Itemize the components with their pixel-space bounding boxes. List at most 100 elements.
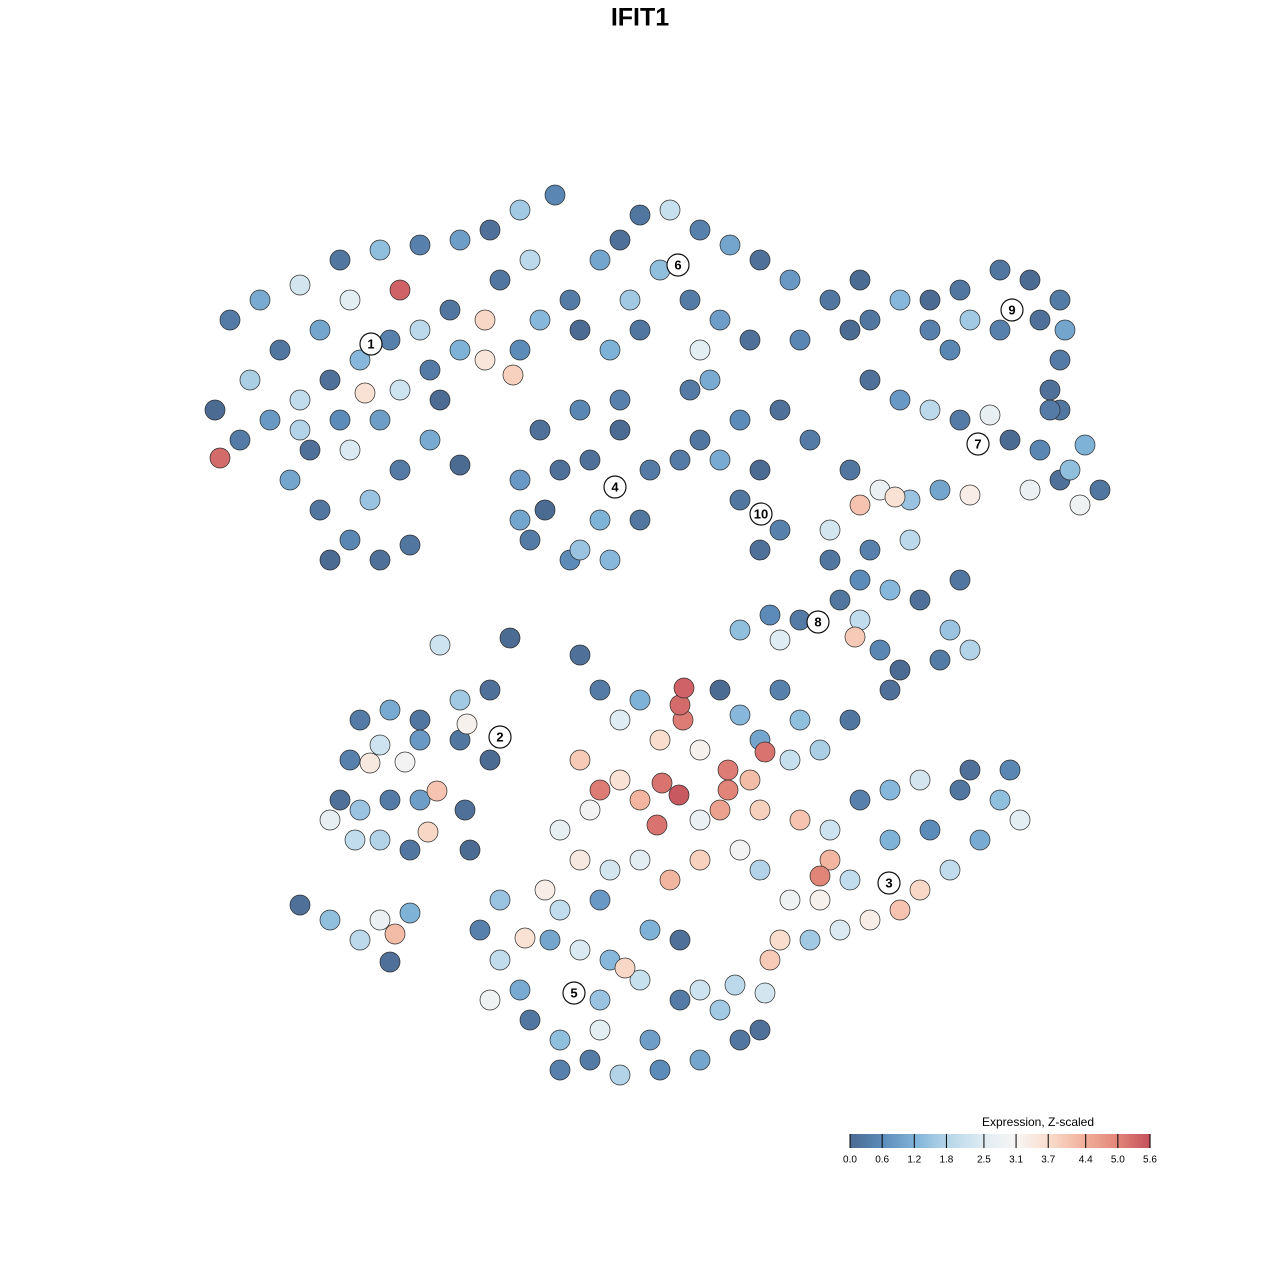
point xyxy=(439,299,461,321)
point xyxy=(689,339,711,361)
cluster-label: 2 xyxy=(496,729,503,744)
cluster-label: 8 xyxy=(814,614,821,629)
point xyxy=(399,534,421,556)
point xyxy=(769,399,791,421)
point xyxy=(719,234,741,256)
point xyxy=(1029,439,1051,461)
colorbar-segment xyxy=(1045,1134,1049,1148)
point xyxy=(889,289,911,311)
point xyxy=(509,339,531,361)
point xyxy=(529,419,551,441)
point xyxy=(769,679,791,701)
point xyxy=(502,364,524,386)
point xyxy=(749,859,771,881)
point xyxy=(579,1049,601,1071)
point xyxy=(529,309,551,331)
point xyxy=(579,799,601,821)
point xyxy=(629,204,651,226)
point xyxy=(629,849,651,871)
colorbar-segment xyxy=(925,1134,929,1148)
point xyxy=(419,359,441,381)
colorbar-segment xyxy=(1135,1134,1139,1148)
point xyxy=(499,627,521,649)
point xyxy=(519,1009,541,1031)
point xyxy=(646,814,668,836)
point xyxy=(569,539,591,561)
point xyxy=(569,319,591,341)
colorbar-segment xyxy=(930,1134,934,1148)
point xyxy=(426,780,448,802)
point xyxy=(449,454,471,476)
point xyxy=(754,741,776,763)
point xyxy=(779,889,801,911)
point xyxy=(939,619,961,641)
point xyxy=(729,1029,751,1051)
point xyxy=(589,1019,611,1041)
point xyxy=(1089,479,1111,501)
point xyxy=(739,329,761,351)
colorbar-segment xyxy=(927,1134,931,1148)
colorbar-segment xyxy=(870,1134,874,1148)
point xyxy=(668,784,690,806)
point xyxy=(479,749,501,771)
point xyxy=(669,989,691,1011)
colorbar-tick-label: 1.2 xyxy=(907,1155,921,1166)
point xyxy=(329,409,351,431)
point xyxy=(369,829,391,851)
point xyxy=(709,309,731,331)
point xyxy=(969,829,991,851)
colorbar-segment xyxy=(1055,1134,1059,1148)
point xyxy=(919,319,941,341)
colorbar-segment xyxy=(1100,1134,1104,1148)
colorbar-segment xyxy=(1020,1134,1024,1148)
point xyxy=(884,486,906,508)
point xyxy=(349,709,371,731)
point xyxy=(909,879,931,901)
point xyxy=(479,989,501,1011)
point xyxy=(879,829,901,851)
colorbar-segment xyxy=(872,1134,876,1148)
colorbar-segment xyxy=(1130,1134,1134,1148)
point xyxy=(869,639,891,661)
point xyxy=(249,289,271,311)
point xyxy=(769,629,791,651)
point xyxy=(754,982,776,1004)
point xyxy=(679,289,701,311)
point xyxy=(354,382,376,404)
point xyxy=(589,679,611,701)
point xyxy=(849,789,871,811)
cluster-badge xyxy=(488,725,512,749)
point xyxy=(689,739,711,761)
colorbar-segment xyxy=(1080,1134,1084,1148)
point xyxy=(651,772,673,794)
point xyxy=(379,699,401,721)
point xyxy=(669,929,691,951)
point xyxy=(534,499,556,521)
colorbar-tick-label: 5.6 xyxy=(1143,1155,1157,1166)
colorbar-segment xyxy=(1025,1134,1029,1148)
cluster-label: 4 xyxy=(611,479,619,494)
colorbar-segment xyxy=(995,1134,999,1148)
colorbar-segment xyxy=(1132,1134,1136,1148)
colorbar-segment xyxy=(1072,1134,1076,1148)
point xyxy=(609,389,631,411)
colorbar-segment xyxy=(1095,1134,1099,1148)
point xyxy=(839,319,861,341)
colorbar-tick-label: 3.7 xyxy=(1041,1155,1055,1166)
point xyxy=(474,349,496,371)
point xyxy=(709,679,731,701)
colorbar-segment xyxy=(877,1134,881,1148)
cluster-badge xyxy=(603,475,627,499)
point xyxy=(859,309,881,331)
point xyxy=(959,759,981,781)
point xyxy=(399,839,421,861)
point xyxy=(449,689,471,711)
point xyxy=(729,489,751,511)
point xyxy=(799,429,821,451)
point xyxy=(989,319,1011,341)
colorbar-tick-label: 1.8 xyxy=(939,1155,953,1166)
colorbar-segment xyxy=(915,1134,919,1148)
point xyxy=(959,484,981,506)
point xyxy=(609,229,631,251)
point xyxy=(1019,269,1041,291)
